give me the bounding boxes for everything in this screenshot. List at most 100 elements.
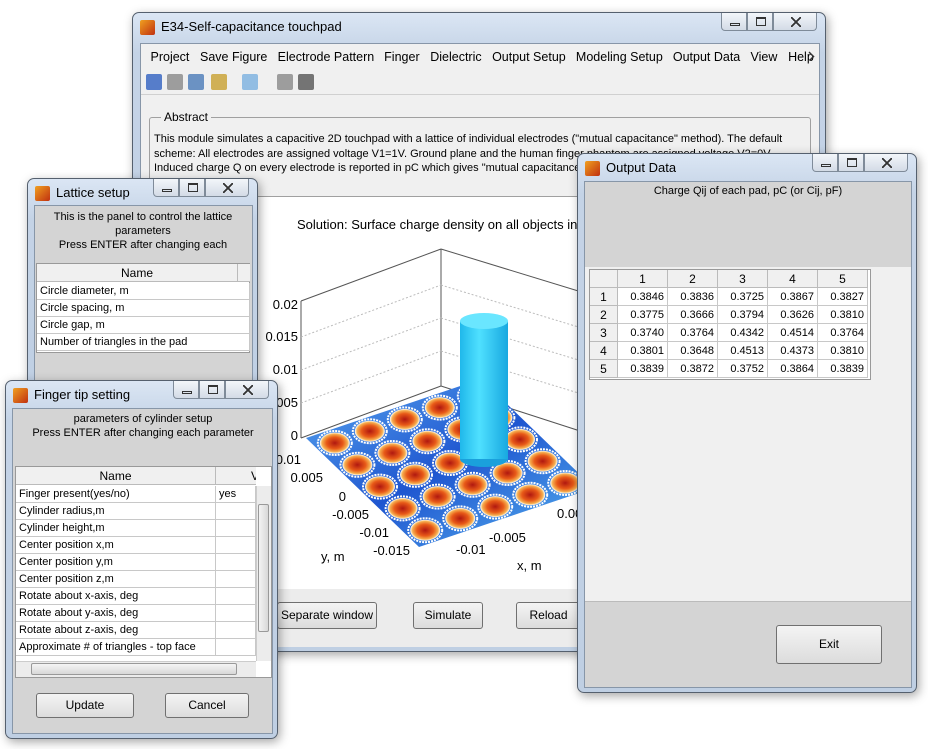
table-cell[interactable]: 0.4373: [768, 342, 818, 360]
maximize-button[interactable]: [199, 381, 225, 399]
row-header: 3: [590, 324, 618, 342]
maximize-button[interactable]: [838, 154, 864, 172]
close-button[interactable]: [864, 154, 908, 172]
row-name[interactable]: Cylinder radius,m: [16, 503, 216, 520]
table-header: Name: [16, 467, 216, 485]
pad-ring: [316, 430, 353, 456]
maximize-button[interactable]: [179, 179, 205, 197]
table-cell[interactable]: 0.3764: [818, 324, 868, 342]
info-line: parameters of cylinder setup: [73, 413, 213, 425]
grid-line: [300, 284, 442, 338]
table-cell[interactable]: 0.3810: [818, 342, 868, 360]
table-cell[interactable]: 0.3794: [718, 306, 768, 324]
table-cell[interactable]: 0.3764: [668, 324, 718, 342]
menu-item[interactable]: Finger: [384, 50, 420, 64]
y-tick-label: 0: [339, 489, 346, 504]
row-name[interactable]: Rotate about z-axis, deg: [16, 622, 216, 639]
menu-item[interactable]: Output Data: [672, 50, 741, 64]
toolbar-button[interactable]: [146, 74, 162, 90]
table-cell[interactable]: 0.3810: [818, 306, 868, 324]
row-value-empty[interactable]: [216, 537, 256, 554]
table-cell[interactable]: 0.3867: [768, 288, 818, 306]
row-value-empty[interactable]: [216, 520, 256, 537]
row-header: 1: [590, 288, 618, 306]
button[interactable]: Exit: [776, 625, 882, 664]
table-cell[interactable]: 0.3864: [768, 360, 818, 378]
scroll-thumb[interactable]: [31, 663, 237, 675]
row-name[interactable]: Cylinder height,m: [16, 520, 216, 537]
table-cell[interactable]: 0.3740: [618, 324, 668, 342]
row-value-empty[interactable]: [216, 571, 256, 588]
table-header: V: [216, 467, 256, 485]
maximize-button[interactable]: [747, 13, 773, 31]
minimize-button[interactable]: [173, 381, 199, 399]
menu-item[interactable]: Electrode Pattern: [277, 50, 375, 64]
table-cell[interactable]: 0.3775: [618, 306, 668, 324]
toolbar-button[interactable]: [188, 74, 204, 90]
toolbar-button[interactable]: [242, 74, 258, 90]
row-value-empty[interactable]: [216, 639, 256, 656]
row-name[interactable]: Approximate # of triangles - top face: [16, 639, 216, 656]
row-name[interactable]: Finger present(yes/no): [16, 486, 216, 503]
pad-ring: [419, 483, 456, 510]
table-cell[interactable]: 0.3827: [818, 288, 868, 306]
menu-item[interactable]: Project: [150, 50, 190, 64]
button[interactable]: Cancel: [165, 693, 249, 718]
row-value[interactable]: yes: [216, 486, 256, 503]
close-button[interactable]: [225, 381, 269, 399]
table-cell[interactable]: 0.3752: [718, 360, 768, 378]
table-cell[interactable]: 0.3648: [668, 342, 718, 360]
menu-item[interactable]: Help: [788, 50, 814, 64]
table-cell[interactable]: 0.4513: [718, 342, 768, 360]
table-cell[interactable]: 0.3846: [618, 288, 668, 306]
row-name[interactable]: Rotate about x-axis, deg: [16, 588, 216, 605]
toolbar-button[interactable]: [277, 74, 293, 90]
y-tick-label: 0.005: [290, 470, 323, 485]
button[interactable]: Separate window: [277, 602, 377, 629]
minimize-button[interactable]: [721, 13, 747, 31]
row-name[interactable]: Center position z,m: [16, 571, 216, 588]
table-cell[interactable]: 0.3839: [618, 360, 668, 378]
pad: [515, 484, 546, 506]
row-name[interactable]: Rotate about y-axis, deg: [16, 605, 216, 622]
row-value-empty[interactable]: [216, 554, 256, 571]
table-cell[interactable]: 0.3725: [718, 288, 768, 306]
abstract-line: This module simulates a capacitive 2D to…: [154, 133, 783, 145]
z-tick-label: 0: [291, 428, 298, 443]
row-name[interactable]: Center position y,m: [16, 554, 216, 571]
table-row[interactable]: Number of triangles in the pad: [37, 334, 250, 351]
menu-item[interactable]: Output Setup: [492, 50, 566, 64]
toolbar-button[interactable]: [211, 74, 227, 90]
table-cell[interactable]: 0.4514: [768, 324, 818, 342]
pad: [354, 420, 385, 442]
menu-item[interactable]: Modeling Setup: [575, 50, 663, 64]
close-button[interactable]: [773, 13, 817, 31]
table-cell[interactable]: 0.3626: [768, 306, 818, 324]
toolbar-button[interactable]: [167, 74, 183, 90]
minimize-button[interactable]: [153, 179, 179, 197]
table-cell[interactable]: 0.4342: [718, 324, 768, 342]
row-value-empty[interactable]: [216, 503, 256, 520]
row-value-empty[interactable]: [216, 588, 256, 605]
menu-item[interactable]: Dielectric: [430, 50, 482, 64]
table-row[interactable]: Circle diameter, m: [37, 283, 250, 300]
table-cell[interactable]: 0.3839: [818, 360, 868, 378]
button[interactable]: Update: [36, 693, 134, 718]
table-row[interactable]: Circle spacing, m: [37, 300, 250, 317]
table-cell[interactable]: 0.3666: [668, 306, 718, 324]
close-button[interactable]: [205, 179, 249, 197]
table-cell[interactable]: 0.3872: [668, 360, 718, 378]
row-value-empty[interactable]: [216, 622, 256, 639]
table-cell[interactable]: 0.3801: [618, 342, 668, 360]
row-name[interactable]: Center position x,m: [16, 537, 216, 554]
toolbar-button[interactable]: [298, 74, 314, 90]
pad: [319, 432, 350, 454]
minimize-button[interactable]: [812, 154, 838, 172]
menu-item[interactable]: View: [750, 50, 778, 64]
table-cell[interactable]: 0.3836: [668, 288, 718, 306]
menu-item[interactable]: Save Figure: [199, 50, 268, 64]
scroll-thumb[interactable]: [258, 504, 269, 632]
row-value-empty[interactable]: [216, 605, 256, 622]
table-row[interactable]: Circle gap, m: [37, 317, 250, 334]
button[interactable]: Simulate: [413, 602, 483, 629]
